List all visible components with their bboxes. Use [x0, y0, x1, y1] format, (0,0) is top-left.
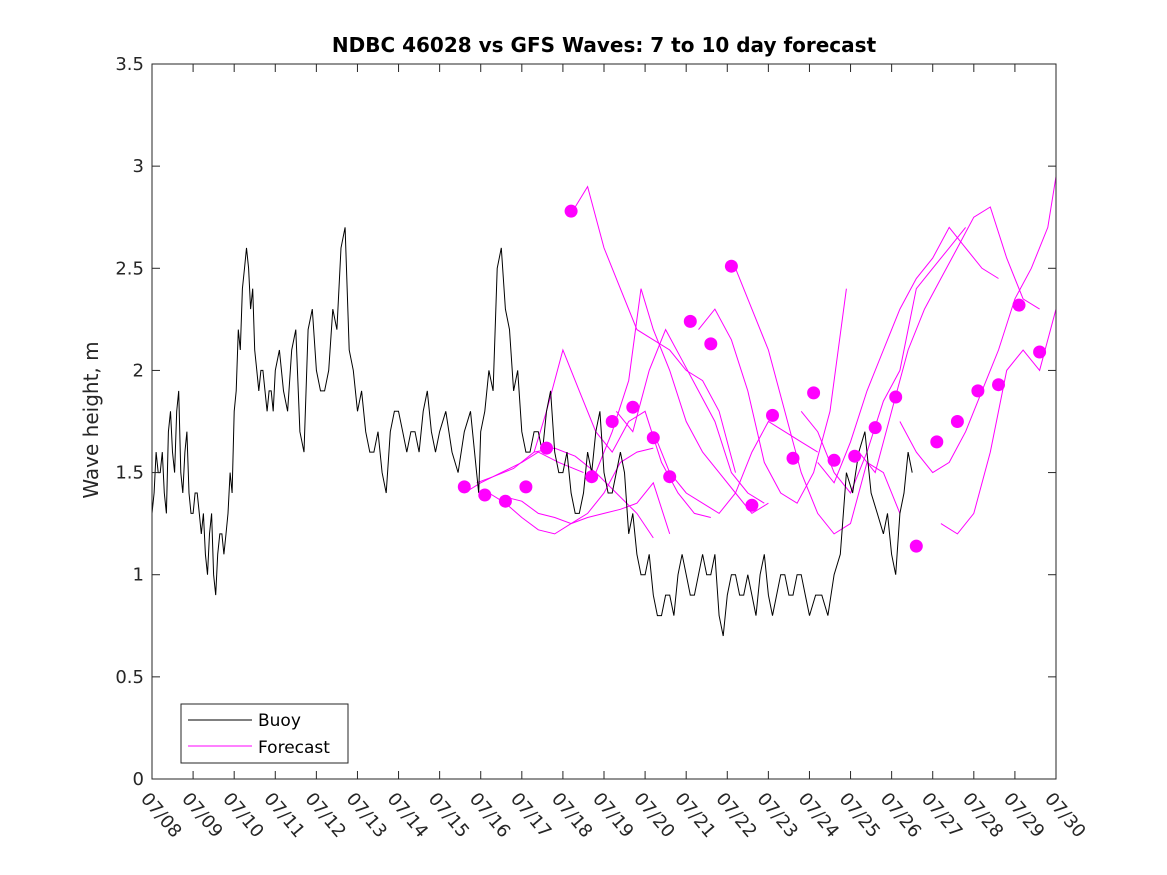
forecast-line-6: [595, 288, 769, 515]
forecast-point: [478, 488, 492, 502]
forecast-line-2: [488, 481, 671, 535]
forecast-point: [519, 480, 533, 494]
plot-layer: [151, 176, 1057, 637]
forecast-point: [1012, 298, 1026, 312]
y-tick-label: 2.5: [115, 258, 144, 279]
forecast-line-3: [505, 447, 654, 525]
forecast-point: [724, 259, 738, 273]
y-axis-label: Wave height, m: [79, 341, 103, 498]
forecast-point: [868, 421, 882, 435]
y-tick-label: 0: [133, 769, 144, 790]
forecast-point: [889, 390, 903, 404]
forecast-line-13: [858, 206, 1040, 474]
forecast-point: [646, 431, 660, 445]
forecast-point: [786, 451, 800, 465]
forecast-point: [807, 386, 821, 400]
y-tick-label: 1.5: [115, 463, 144, 484]
forecast-point: [930, 435, 944, 449]
legend-forecast-label: Forecast: [258, 738, 330, 758]
forecast-point: [704, 337, 718, 351]
forecast-point: [626, 400, 640, 414]
forecast-point: [909, 539, 923, 553]
forecast-point: [605, 415, 619, 428]
forecast-line-12: [817, 226, 999, 484]
forecast-point: [540, 441, 553, 455]
forecast-line-8: [652, 420, 818, 515]
forecast-point: [745, 498, 759, 512]
forecast-line-15: [940, 308, 1057, 535]
forecast-point: [564, 204, 578, 218]
forecast-point: [1033, 345, 1047, 359]
forecast-point: [950, 415, 964, 428]
forecast-point: [848, 449, 862, 463]
forecast-point: [498, 494, 512, 508]
y-tick-label: 1: [133, 565, 144, 586]
forecast-point: [585, 470, 599, 484]
legend-buoy-label: Buoy: [258, 711, 301, 731]
forecast-point: [971, 384, 985, 398]
forecast-point: [766, 408, 779, 422]
forecast-line-10: [735, 268, 901, 535]
forecast-point: [683, 314, 697, 328]
y-tick-label: 2: [133, 360, 144, 381]
forecast-point: [457, 480, 471, 494]
forecast-point: [992, 378, 1005, 392]
forecast-point: [827, 453, 841, 467]
forecast-line-5: [574, 185, 736, 473]
y-tick-label: 3: [133, 156, 144, 177]
forecast-point: [663, 470, 677, 484]
forecast-line-4: [533, 348, 711, 518]
legend: Buoy Forecast: [180, 703, 349, 764]
chart-title: NDBC 46028 vs GFS Waves: 7 to 10 day for…: [332, 33, 877, 57]
y-tick-label: 3.5: [115, 54, 144, 75]
legend-box: [180, 703, 349, 764]
y-tick-label: 0.5: [115, 667, 144, 688]
buoy-line: [151, 227, 913, 637]
